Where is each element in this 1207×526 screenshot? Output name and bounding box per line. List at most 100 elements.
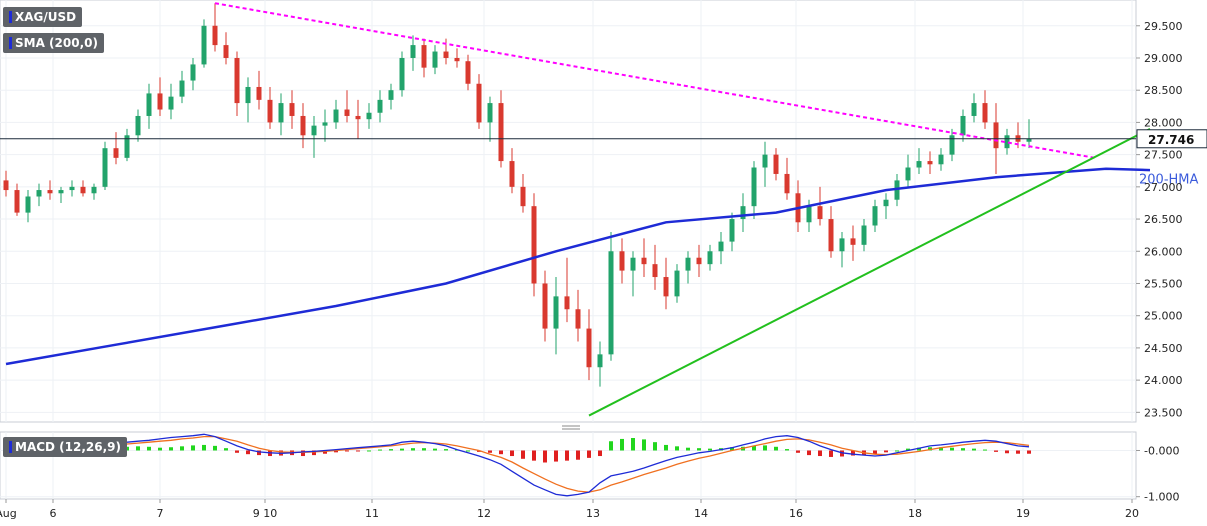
macd-histogram-bar xyxy=(1005,450,1009,454)
macd-histogram-bar xyxy=(466,450,470,452)
trendlines: 200-HMA xyxy=(214,2,1198,417)
candle-body xyxy=(421,45,427,68)
candle-body xyxy=(542,283,548,329)
macd-histogram-bar xyxy=(136,446,140,451)
time-tick-label: Aug xyxy=(0,507,17,520)
price-tick-label: 24.000 xyxy=(1144,374,1183,387)
macd-histogram-bar xyxy=(983,449,987,451)
macd-histogram-bar xyxy=(345,450,349,452)
candle-body xyxy=(58,190,64,194)
macd-histogram-bar xyxy=(884,450,888,453)
time-tick-label: 9 10 xyxy=(253,507,278,520)
candle-body xyxy=(47,190,53,194)
macd-histogram-bar xyxy=(697,448,701,451)
resistance-trendline xyxy=(214,2,1096,159)
macd-histogram-bar xyxy=(158,447,162,451)
macd-tag: MACD (12,26,9) xyxy=(3,437,128,457)
candle-body xyxy=(410,45,416,58)
candle-body xyxy=(806,206,812,223)
candle-body xyxy=(377,99,383,113)
candle-body xyxy=(388,90,394,100)
candle-body xyxy=(289,103,295,116)
macd-histogram-bar xyxy=(587,450,591,458)
macd-histogram-bar xyxy=(752,445,756,451)
macd-histogram-bar xyxy=(323,450,327,454)
macd-histogram-bar xyxy=(246,450,250,455)
macd-histogram-bar xyxy=(444,449,448,451)
candle-body xyxy=(663,277,669,297)
candle-body xyxy=(685,257,691,271)
macd-histogram-bar xyxy=(510,450,514,457)
candle-body xyxy=(817,206,823,220)
macd-histogram-bar xyxy=(488,450,492,453)
candle-body xyxy=(740,206,746,220)
candle-body xyxy=(168,96,174,110)
macd-histogram-bar xyxy=(400,448,404,451)
macd-histogram-bar xyxy=(147,446,151,451)
candle-body xyxy=(344,109,350,116)
hma-annotation: 200-HMA xyxy=(1139,173,1198,188)
candle-body xyxy=(399,57,405,91)
candle-body xyxy=(333,109,339,123)
candle-body xyxy=(872,206,878,226)
candle-body xyxy=(311,125,317,136)
macd-histogram-bar xyxy=(169,447,173,451)
macd-histogram-bar xyxy=(763,445,767,451)
candle-body xyxy=(300,115,306,136)
candle-body xyxy=(751,167,757,207)
macd-histogram-bar xyxy=(433,448,437,451)
candle-body xyxy=(784,173,790,194)
candle-body xyxy=(3,180,9,191)
price-tick-label: 25.500 xyxy=(1144,277,1183,290)
macd-histogram-bar xyxy=(532,450,536,461)
candle-body xyxy=(949,135,955,155)
sma-200-path xyxy=(5,167,1151,366)
macd-histogram-bar xyxy=(598,450,602,457)
candle-body xyxy=(575,309,581,329)
price-tick-label: 24.500 xyxy=(1144,342,1183,355)
candle-body xyxy=(124,135,130,158)
macd-histogram-bar xyxy=(499,450,503,455)
macd-swatch-icon xyxy=(9,441,12,453)
macd-histogram-bar xyxy=(422,448,426,451)
candle-body xyxy=(190,64,196,81)
candle-body xyxy=(520,186,526,207)
candle-body xyxy=(839,238,845,252)
candle-body xyxy=(366,112,372,120)
last-price-label: 27.746 xyxy=(1148,133,1194,147)
macd-histogram-bar xyxy=(917,447,921,451)
time-tick-label: 12 xyxy=(477,507,491,520)
sma-label: SMA (200,0) xyxy=(15,36,98,50)
candle-body xyxy=(267,99,273,123)
macd-histogram-bar xyxy=(367,450,371,452)
candle-body xyxy=(762,154,768,168)
macd-histogram-bar xyxy=(851,450,855,456)
candle-body xyxy=(597,354,603,368)
candle-body xyxy=(1004,135,1010,149)
price-tick-label: 27.000 xyxy=(1144,181,1183,194)
time-tick-label: 6 xyxy=(50,507,57,520)
time-tick-label: 14 xyxy=(694,507,708,520)
candle-body xyxy=(476,83,482,123)
macd-histogram-bar xyxy=(180,446,184,451)
candle-body xyxy=(1026,138,1032,142)
candle-body xyxy=(432,51,438,68)
candle-body xyxy=(80,186,86,194)
candle-body xyxy=(619,251,625,271)
candle-body xyxy=(69,186,75,191)
macd-histogram-bar xyxy=(609,441,613,451)
macd-histogram-bar xyxy=(708,448,712,451)
macd-histogram-bar xyxy=(950,447,954,451)
candle-body xyxy=(696,257,702,265)
candle-body xyxy=(102,148,108,187)
macd-histogram-bar xyxy=(334,450,338,453)
macd-tick-label: -1.000 xyxy=(1144,491,1179,504)
macd-line xyxy=(5,433,1030,497)
macd-histogram-bar xyxy=(521,450,525,459)
candle-body xyxy=(652,264,658,278)
symbol-label: XAG/USD xyxy=(15,10,77,24)
candle-body xyxy=(905,167,911,181)
candle-body xyxy=(850,238,856,245)
macd-grid xyxy=(0,425,1137,500)
